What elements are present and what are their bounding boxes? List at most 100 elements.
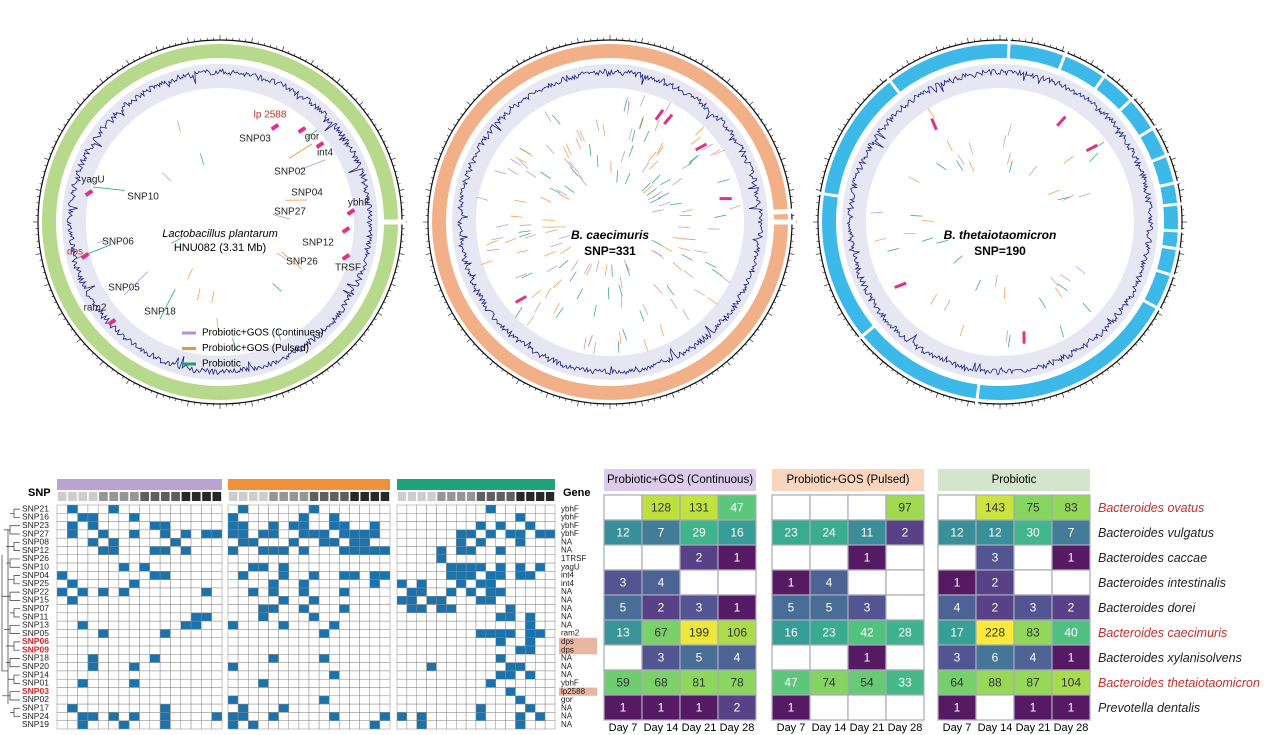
circos-tick	[540, 50, 543, 54]
snp-cell	[118, 670, 130, 680]
snp-cell	[248, 645, 259, 655]
snp-cell	[118, 546, 130, 556]
snp-trace	[1008, 160, 1013, 173]
circos-tick	[523, 382, 525, 386]
snp-cell	[359, 612, 370, 622]
circos-tick	[1031, 37, 1033, 43]
snp-cell	[98, 654, 109, 663]
snp-cell	[339, 604, 350, 614]
empty-cell	[771, 644, 811, 671]
circos-tick	[275, 394, 278, 398]
snp-cell	[475, 537, 487, 547]
ring-gap	[771, 208, 796, 215]
snp-cell	[98, 620, 109, 630]
snp-cell	[495, 662, 506, 672]
snp-cell	[359, 604, 370, 614]
circos-tick	[99, 78, 104, 83]
snp-cell	[237, 554, 249, 564]
circos-tick	[757, 113, 760, 116]
snp-cell	[359, 587, 370, 597]
circos-tick	[901, 65, 904, 68]
snp-cell	[515, 620, 526, 630]
snp-cell	[201, 670, 212, 680]
cell-value: 1	[954, 576, 961, 590]
snp-cell	[426, 587, 437, 597]
snp-label: SNP05	[108, 283, 140, 294]
circos-tick	[689, 56, 692, 59]
snp-cell	[87, 695, 99, 705]
snp-cell	[211, 562, 223, 572]
heat-cell	[937, 694, 977, 721]
snp-label: TRSF	[335, 263, 361, 274]
snp-cell	[170, 513, 181, 522]
snp-cell	[416, 571, 427, 580]
circos-tick	[815, 253, 821, 255]
snp-trace	[653, 284, 663, 294]
snp-connector	[281, 251, 303, 270]
snp-trace	[560, 246, 571, 254]
snp-cell	[544, 562, 556, 572]
snp-cell	[237, 637, 249, 647]
snp-cell	[288, 620, 300, 630]
snp-cell	[201, 695, 212, 705]
circos-tick	[545, 46, 549, 52]
snp-cell	[515, 662, 526, 672]
ring-gap	[1149, 151, 1174, 164]
circos-tick	[935, 46, 939, 52]
legend-label: Probiotic	[202, 359, 241, 370]
snp-cell	[465, 720, 477, 730]
snp-cell	[329, 670, 340, 680]
snp-cell	[118, 504, 130, 514]
snp-cell	[349, 695, 360, 705]
snp-cell	[426, 554, 437, 564]
gene-label: NA	[561, 587, 573, 596]
snp-trace	[622, 328, 628, 341]
snp-marker	[107, 318, 117, 326]
circos-tick	[281, 392, 285, 398]
snp-cell	[258, 537, 269, 547]
circos-tick	[824, 283, 830, 287]
snp-row-label: SNP14	[22, 669, 49, 679]
snp-trace	[522, 148, 533, 157]
snp-cell	[396, 587, 408, 597]
circos-tick	[392, 277, 396, 280]
heat-cell	[717, 644, 757, 671]
snp-label: ram2	[84, 303, 107, 314]
circos-tick	[326, 72, 329, 75]
cell-value: 5	[826, 601, 833, 615]
snp-cell	[406, 579, 417, 589]
snp-cell	[258, 695, 269, 705]
cell-value: 5	[620, 601, 627, 615]
snp-trace	[681, 209, 694, 213]
snp-cell	[495, 562, 506, 572]
circos-tick	[767, 128, 773, 132]
snp-cell	[118, 521, 130, 531]
snp-row-label: SNP21	[22, 503, 49, 513]
snp-cell	[87, 587, 99, 597]
snp-cell	[495, 654, 506, 663]
snp-trace	[639, 116, 644, 129]
snp-cell	[359, 712, 370, 721]
snp-label: SNP18	[144, 307, 176, 318]
snp-cell	[118, 678, 130, 688]
snp-cell	[359, 654, 370, 663]
snp-trace	[211, 291, 215, 304]
snp-cell	[87, 687, 99, 697]
snp-cell	[278, 604, 289, 614]
snp-trace	[544, 111, 552, 122]
snp-cell	[288, 604, 300, 614]
snp-cell	[139, 620, 151, 630]
circos-tick	[711, 68, 714, 72]
snp-trace	[558, 193, 570, 200]
snp-trace	[994, 274, 998, 287]
snp-cell	[268, 654, 279, 663]
snp-cell	[180, 712, 192, 721]
snp-cell	[485, 596, 496, 605]
cell-value: 4	[1030, 651, 1037, 665]
snp-cell	[139, 587, 151, 597]
snp-cell	[201, 529, 212, 539]
snp-cell	[288, 562, 300, 572]
snp-cell	[505, 687, 516, 697]
circos-tick	[489, 361, 494, 366]
snp-cell	[308, 620, 320, 630]
